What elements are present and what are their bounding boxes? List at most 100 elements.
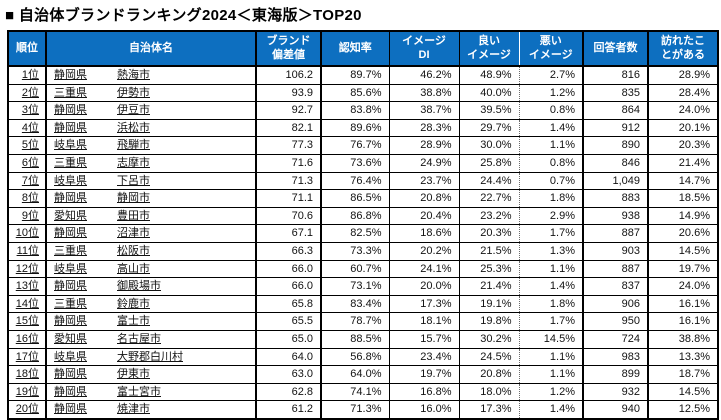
rank-cell[interactable]: 20位 — [8, 400, 47, 419]
city-link[interactable]: 大野郡白川村 — [117, 350, 183, 363]
respondents-cell: 932 — [583, 382, 649, 401]
visited-rate-cell: 16.1% — [648, 294, 718, 313]
city-link[interactable]: 伊豆市 — [117, 104, 150, 117]
rank-cell[interactable]: 12位 — [8, 259, 47, 278]
rank-link[interactable]: 16位 — [15, 332, 39, 345]
prefecture-link[interactable]: 静岡県 — [54, 121, 87, 134]
city-link[interactable]: 沼津市 — [117, 227, 150, 240]
city-link[interactable]: 熱海市 — [117, 69, 150, 81]
prefecture-link[interactable]: 静岡県 — [54, 385, 87, 398]
table-row: 10位 静岡県 沼津市 67.1 82.5% 18.6% 20.3% 1.7% 887 20.6% — [8, 224, 718, 243]
city-link[interactable]: 名古屋市 — [117, 332, 161, 345]
municipality-cell: 岐阜県 高山市 — [46, 259, 257, 278]
prefecture-link[interactable]: 岐阜県 — [54, 350, 87, 363]
prefecture-link[interactable]: 静岡県 — [54, 280, 87, 293]
city-link[interactable]: 浜松市 — [117, 121, 150, 134]
rank-link[interactable]: 11位 — [16, 244, 39, 257]
city-link[interactable]: 高山市 — [117, 262, 150, 275]
city-link[interactable]: 静岡市 — [117, 192, 150, 205]
rank-cell[interactable]: 19位 — [8, 382, 47, 401]
rank-link[interactable]: 17位 — [15, 350, 39, 363]
city-link[interactable]: 鈴鹿市 — [117, 297, 150, 310]
prefecture-link[interactable]: 岐阜県 — [54, 139, 87, 152]
prefecture-link[interactable]: 静岡県 — [54, 192, 87, 205]
prefecture-link[interactable]: 静岡県 — [54, 104, 87, 117]
rank-cell[interactable]: 2位 — [8, 83, 47, 102]
rank-cell[interactable]: 5位 — [8, 136, 47, 155]
recognition-rate-cell: 85.6% — [321, 83, 390, 102]
image-di-cell: 18.6% — [389, 224, 460, 243]
brand-score-cell: 63.0 — [256, 365, 322, 384]
rank-link[interactable]: 10位 — [15, 227, 39, 240]
recognition-rate-cell: 89.6% — [321, 118, 390, 137]
rank-cell[interactable]: 18位 — [8, 365, 47, 384]
city-link[interactable]: 焼津市 — [117, 403, 150, 416]
prefecture-link[interactable]: 静岡県 — [54, 315, 87, 328]
rank-cell[interactable]: 17位 — [8, 347, 47, 366]
rank-cell[interactable]: 13位 — [8, 277, 47, 296]
city-link[interactable]: 富士宮市 — [117, 385, 161, 398]
rank-cell[interactable]: 4位 — [8, 118, 47, 137]
city-link[interactable]: 御殿場市 — [117, 280, 161, 293]
table-header: 順位 自治体名 ブランド 偏差値 認知率 イメージ DI 良い イメージ 悪い … — [8, 31, 718, 67]
bad-image-cell: 1.4% — [519, 118, 584, 137]
prefecture-link[interactable]: 岐阜県 — [54, 262, 87, 275]
rank-cell[interactable]: 10位 — [8, 224, 47, 243]
rank-link[interactable]: 1位 — [21, 69, 39, 81]
rank-link[interactable]: 13位 — [15, 280, 39, 293]
rank-link[interactable]: 2位 — [21, 86, 39, 99]
rank-link[interactable]: 15位 — [15, 315, 39, 328]
rank-link[interactable]: 18位 — [15, 368, 39, 381]
table-row: 19位 静岡県 富士宮市 62.8 74.1% 16.8% 18.0% 1.2% 932 14.5… — [8, 382, 718, 401]
city-link[interactable]: 松阪市 — [117, 244, 150, 257]
brand-score-cell: 61.2 — [256, 400, 322, 419]
rank-cell[interactable]: 8位 — [8, 189, 47, 208]
rank-cell[interactable]: 3位 — [8, 101, 47, 120]
prefecture-link[interactable]: 静岡県 — [54, 227, 87, 240]
recognition-rate-cell: 76.7% — [321, 136, 390, 155]
city-link[interactable]: 伊勢市 — [117, 86, 150, 99]
prefecture-link[interactable]: 静岡県 — [54, 69, 87, 81]
good-image-cell: 30.0% — [459, 136, 520, 155]
prefecture-link[interactable]: 三重県 — [54, 86, 87, 99]
rank-cell[interactable]: 15位 — [8, 312, 47, 331]
prefecture-link[interactable]: 三重県 — [54, 297, 87, 310]
prefecture-link[interactable]: 三重県 — [54, 156, 87, 169]
rank-link[interactable]: 20位 — [15, 403, 39, 416]
good-image-cell: 25.8% — [459, 153, 520, 173]
city-link[interactable]: 富士市 — [117, 315, 150, 328]
brand-score-cell: 106.2 — [256, 65, 322, 85]
rank-cell[interactable]: 16位 — [8, 329, 47, 348]
rank-link[interactable]: 5位 — [21, 139, 39, 152]
city-link[interactable]: 豊田市 — [117, 209, 150, 222]
rank-link[interactable]: 14位 — [15, 297, 39, 310]
rank-link[interactable]: 6位 — [21, 156, 39, 169]
rank-link[interactable]: 19位 — [15, 385, 39, 398]
visited-rate-cell: 28.4% — [648, 83, 718, 102]
rank-link[interactable]: 9位 — [21, 209, 39, 222]
rank-cell[interactable]: 7位 — [8, 171, 47, 190]
recognition-rate-cell: 60.7% — [321, 259, 390, 278]
prefecture-link[interactable]: 岐阜県 — [54, 174, 87, 187]
city-link[interactable]: 下呂市 — [117, 174, 150, 187]
prefecture-link[interactable]: 静岡県 — [54, 403, 87, 416]
rank-cell[interactable]: 9位 — [8, 206, 47, 225]
rank-cell[interactable]: 14位 — [8, 294, 47, 313]
rank-cell[interactable]: 11位 — [8, 241, 47, 261]
rank-link[interactable]: 3位 — [21, 104, 39, 117]
rank-link[interactable]: 8位 — [21, 192, 39, 205]
rank-link[interactable]: 12位 — [15, 262, 39, 275]
prefecture-link[interactable]: 愛知県 — [54, 332, 87, 345]
prefecture-link[interactable]: 静岡県 — [54, 368, 87, 381]
city-link[interactable]: 伊東市 — [117, 368, 150, 381]
city-link[interactable]: 志摩市 — [117, 156, 150, 169]
recognition-rate-cell: 76.4% — [321, 171, 390, 190]
rank-link[interactable]: 4位 — [21, 121, 39, 134]
city-link[interactable]: 飛騨市 — [117, 139, 150, 152]
table-body: 1位 静岡県 熱海市 106.2 89.7% 46.2% 48.9% 2.7% 816 28.9%… — [8, 65, 718, 419]
rank-cell[interactable]: 6位 — [8, 153, 47, 173]
prefecture-link[interactable]: 愛知県 — [54, 209, 87, 222]
rank-cell[interactable]: 1位 — [8, 65, 47, 85]
rank-link[interactable]: 7位 — [21, 174, 39, 187]
prefecture-link[interactable]: 三重県 — [54, 244, 87, 257]
